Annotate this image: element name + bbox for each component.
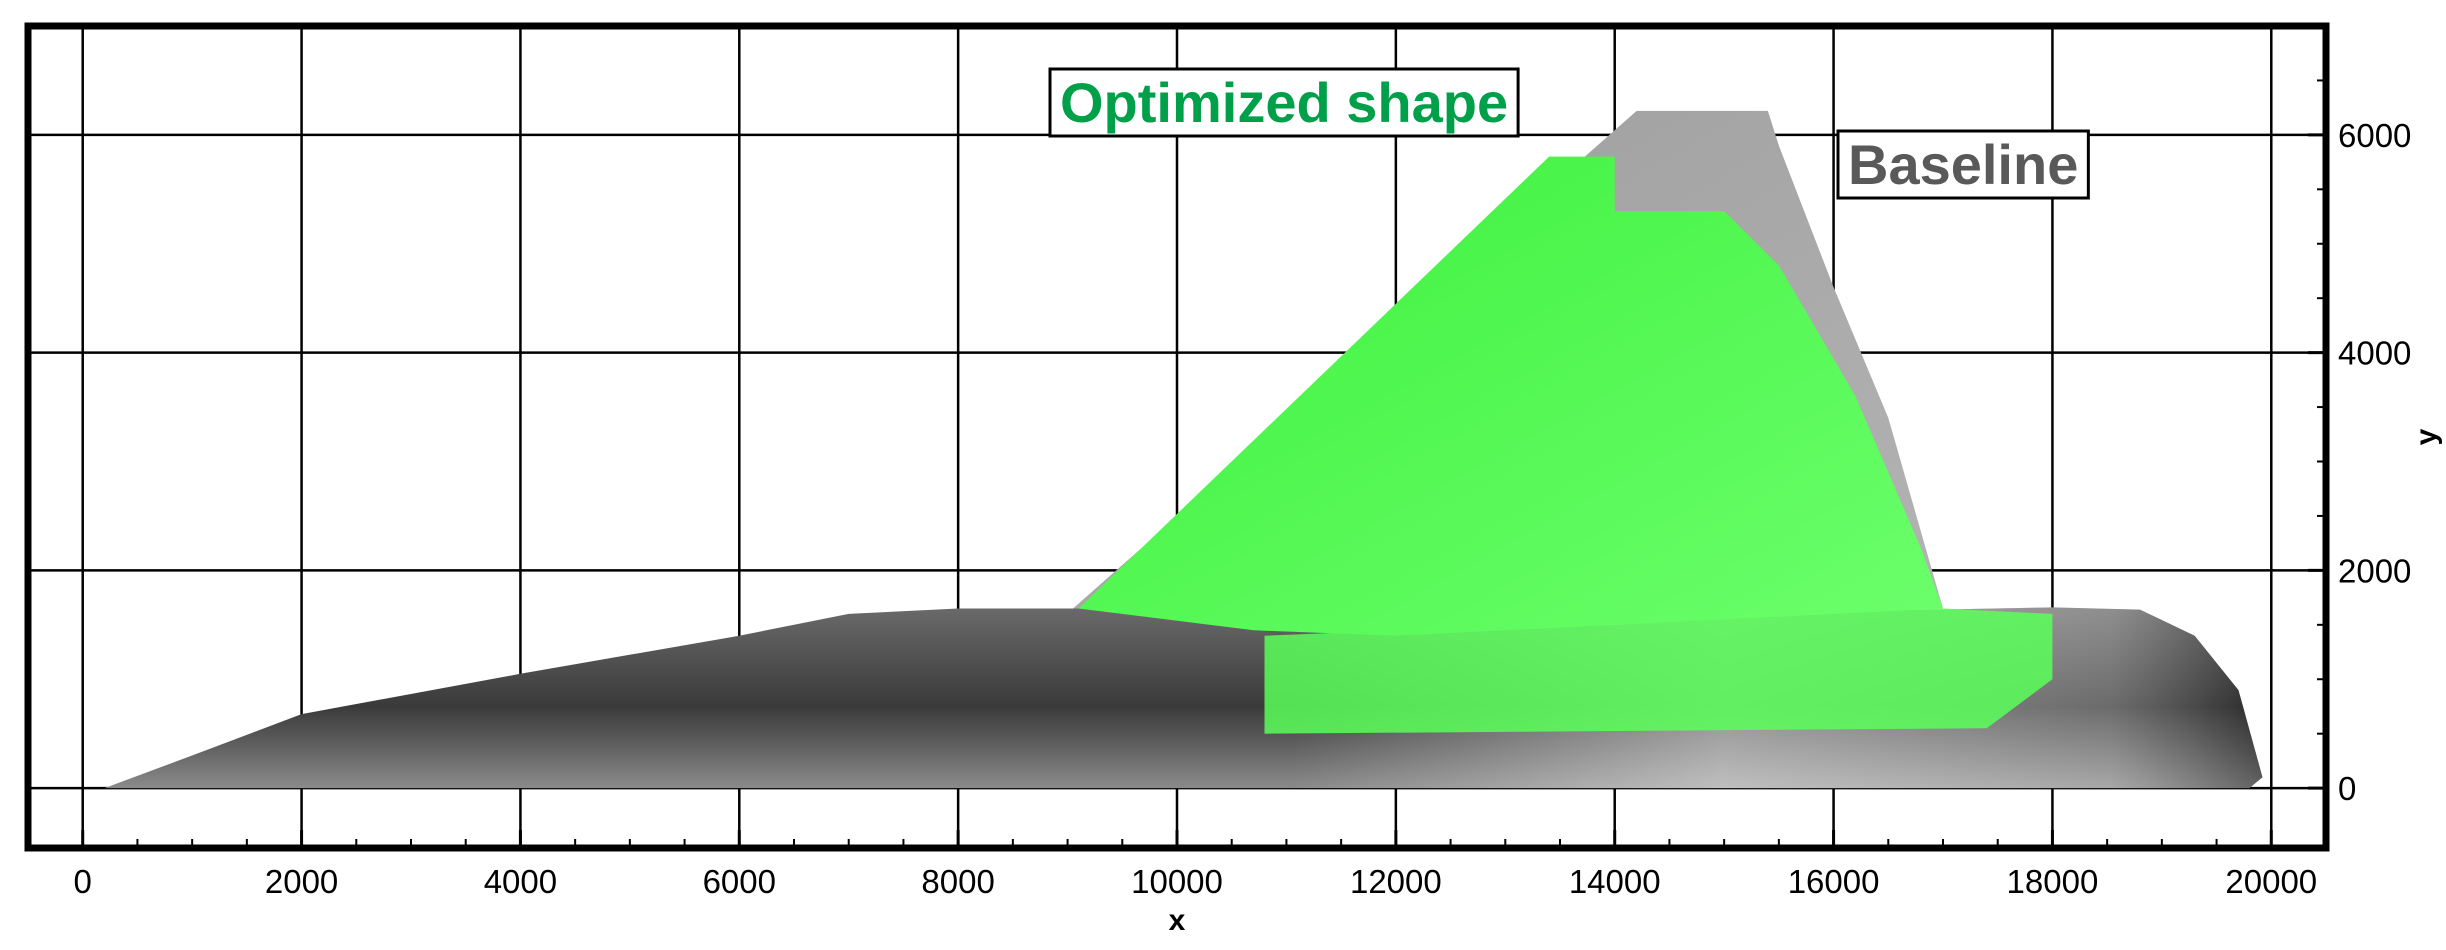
axis-ticks: 0 2000 4000 6000 8000 10000 12000 14000 16000 180… <box>74 25 2411 900</box>
y-tick-label-3: 6000 <box>2338 117 2411 154</box>
optimized-wing <box>1078 156 1943 636</box>
x-tick-label-0: 0 <box>74 863 92 900</box>
x-tick-label-4: 8000 <box>921 863 994 900</box>
legend-baseline: Baseline <box>1836 129 2090 200</box>
optimized-body-band <box>1264 608 2053 734</box>
x-tick-label-1: 2000 <box>265 863 338 900</box>
x-tick-label-10: 20000 <box>2225 863 2317 900</box>
y-tick-label-1: 2000 <box>2338 552 2411 589</box>
y-tick-label-2: 4000 <box>2338 335 2411 372</box>
x-tick-label-7: 14000 <box>1569 863 1661 900</box>
shapes <box>104 110 2263 789</box>
x-axis-label: x <box>1169 904 1186 937</box>
y-axis-label: y <box>2410 428 2443 445</box>
x-tick-label-2: 4000 <box>484 863 557 900</box>
x-tick-label-8: 16000 <box>1788 863 1880 900</box>
x-tick-label-5: 10000 <box>1131 863 1223 900</box>
legend-baseline-label: Baseline <box>1848 133 2078 196</box>
y-tick-label-0: 0 <box>2338 770 2356 807</box>
legend-optimized: Optimized shape <box>1048 67 1520 138</box>
x-tick-label-9: 18000 <box>2007 863 2099 900</box>
legend-optimized-label: Optimized shape <box>1060 71 1508 134</box>
x-tick-label-3: 6000 <box>703 863 776 900</box>
x-tick-label-6: 12000 <box>1350 863 1442 900</box>
